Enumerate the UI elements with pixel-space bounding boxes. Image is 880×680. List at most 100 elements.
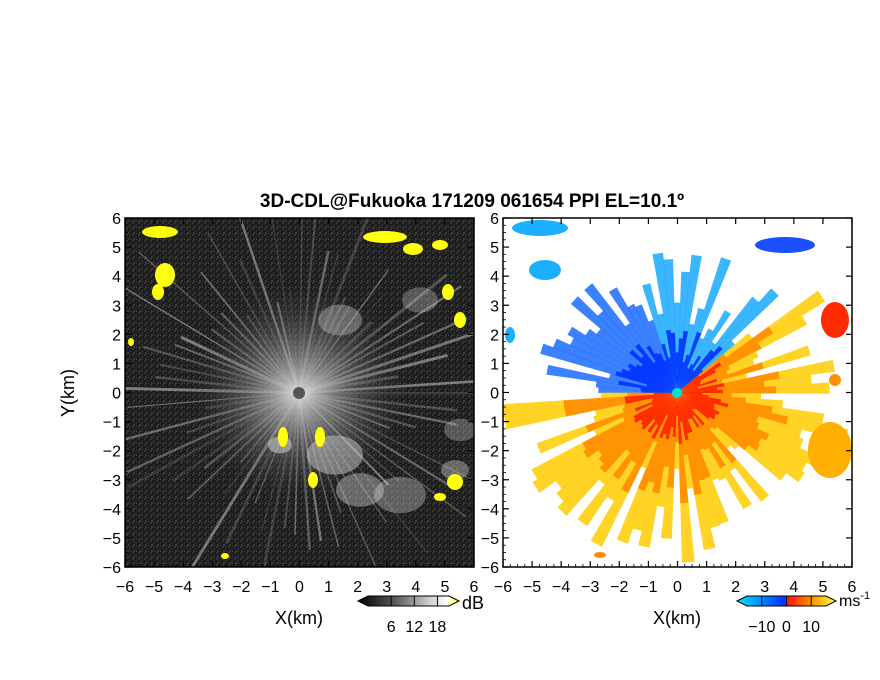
velocity-wedge xyxy=(677,393,716,420)
velocity-wedge xyxy=(677,387,699,393)
intensity-center-mark xyxy=(293,387,305,399)
intensity-cloud xyxy=(336,473,384,507)
intensity-high-echo xyxy=(363,231,407,243)
intensity-cloud xyxy=(307,435,363,475)
velocity-wedge xyxy=(634,393,677,412)
intensity-high-echo xyxy=(447,474,463,490)
velocity-xtick-label: 1 xyxy=(702,579,711,596)
velocity-ytick-label: −1 xyxy=(481,415,499,432)
velocity-wedge xyxy=(677,383,725,393)
velocity-xtick-label: −4 xyxy=(552,579,570,596)
intensity-ytick-label: −4 xyxy=(103,502,121,519)
intensity-xtick-label: 3 xyxy=(382,579,391,596)
intensity-colorbar: 6 12 18 dB xyxy=(356,593,484,636)
velocity-wedge xyxy=(663,393,677,435)
velocity-wedge xyxy=(651,393,677,402)
velocity-wedge xyxy=(677,378,718,393)
intensity-ytick-label: −6 xyxy=(103,560,121,577)
velocity-wedge xyxy=(677,389,723,394)
velocity-xtick-label: 4 xyxy=(789,579,798,596)
velocity-colorbar-tick-label: 0 xyxy=(782,619,791,636)
velocity-xtick-label: 2 xyxy=(731,579,740,596)
intensity-high-echo xyxy=(315,427,325,447)
intensity-high-echo xyxy=(432,240,448,250)
velocity-wedge xyxy=(615,370,677,393)
intensity-cloud xyxy=(444,418,474,442)
velocity-colorbar-unit-base: ms xyxy=(839,593,860,610)
velocity-wedge xyxy=(677,393,693,433)
velocity-ytick-label: 6 xyxy=(490,211,499,228)
intensity-cloud xyxy=(441,460,469,480)
intensity-colorbar-unit: dB xyxy=(462,593,484,613)
intensity-xtick-label: −1 xyxy=(261,579,279,596)
intensity-xtick-label: 5 xyxy=(440,579,449,596)
velocity-wedge xyxy=(635,364,677,393)
velocity-wedge xyxy=(641,355,677,393)
velocity-wedge xyxy=(677,380,702,393)
velocity-axes: −6 −5 −4 −3 −2 −1 0 1 2 3 4 5 6 −6 −5 −4 −3 −2 −1 0 1 2 3 4 5 6 xyxy=(481,211,857,596)
figure-title: 3D-CDL@Fukuoka 171209 061654 PPI EL=10.1… xyxy=(260,191,684,212)
velocity-wedge xyxy=(668,357,677,393)
velocity-wedge xyxy=(677,362,722,393)
velocity-patch xyxy=(512,220,568,236)
velocity-ytick-label: −3 xyxy=(481,473,499,490)
intensity-xtick-label: 4 xyxy=(411,579,420,596)
velocity-patch xyxy=(755,237,815,253)
velocity-wedge xyxy=(677,393,690,434)
velocity-wedge xyxy=(673,302,681,393)
velocity-ytick-label: 0 xyxy=(490,386,499,403)
velocity-wedge xyxy=(677,355,702,393)
intensity-ytick-label: 4 xyxy=(112,269,121,286)
intensity-ylabel: Y(km) xyxy=(58,369,78,417)
intensity-xtick-label: 2 xyxy=(353,579,362,596)
velocity-wedge xyxy=(677,393,715,407)
velocity-wedge xyxy=(624,393,677,401)
velocity-xtick-label: 3 xyxy=(760,579,769,596)
velocity-wedge xyxy=(677,369,717,393)
velocity-wedge xyxy=(677,393,689,441)
velocity-wedge xyxy=(640,393,677,422)
velocity-wedge xyxy=(677,349,715,393)
velocity-wedge xyxy=(677,393,692,420)
velocity-wedge xyxy=(653,393,677,421)
velocity-wedge xyxy=(640,393,677,426)
velocity-ytick-label: 2 xyxy=(490,327,499,344)
velocity-xtick-label: 0 xyxy=(673,579,682,596)
velocity-xtick-label: −3 xyxy=(581,579,599,596)
intensity-ytick-label: 3 xyxy=(112,298,121,315)
velocity-wedge xyxy=(676,393,678,416)
intensity-ytick-label: 6 xyxy=(112,211,121,228)
intensity-cloud xyxy=(374,476,426,514)
velocity-wedge xyxy=(675,393,679,443)
velocity-wedge xyxy=(664,360,677,393)
velocity-wedge xyxy=(647,393,677,433)
velocity-wedge xyxy=(677,393,683,422)
intensity-xtick-label: −6 xyxy=(116,579,134,596)
velocity-wedge xyxy=(635,343,677,393)
intensity-xtick-label: −3 xyxy=(203,579,221,596)
velocity-xtick-label: 6 xyxy=(848,579,857,596)
intensity-high-echo xyxy=(308,472,318,488)
velocity-xtick-label: −6 xyxy=(494,579,512,596)
velocity-wedge xyxy=(677,387,718,393)
velocity-wedge xyxy=(641,393,677,430)
intensity-axes: −6 −5 −4 −3 −2 −1 0 1 2 3 4 5 6 −6 −5 −4 −3 −2 −1 0 1 2 3 4 5 6 xyxy=(103,211,479,596)
velocity-wedge xyxy=(658,393,677,439)
velocity-wedge xyxy=(677,393,690,420)
intensity-high-echo xyxy=(221,553,229,559)
velocity-wedge xyxy=(654,352,677,393)
velocity-wedge xyxy=(633,393,677,423)
velocity-wedge xyxy=(652,393,677,406)
intensity-clouds xyxy=(128,226,474,559)
velocity-wedge xyxy=(625,393,677,404)
velocity-patch xyxy=(829,374,841,386)
intensity-ytick-label: −3 xyxy=(103,473,121,490)
intensity-high-echo xyxy=(155,263,175,287)
intensity-colorbar-tick-label: 6 xyxy=(387,619,396,636)
velocity-wedge xyxy=(629,349,677,393)
velocity-wedge xyxy=(677,393,696,410)
intensity-colorbar-tick-label: 18 xyxy=(429,619,447,636)
intensity-xtick-label: 0 xyxy=(295,579,304,596)
